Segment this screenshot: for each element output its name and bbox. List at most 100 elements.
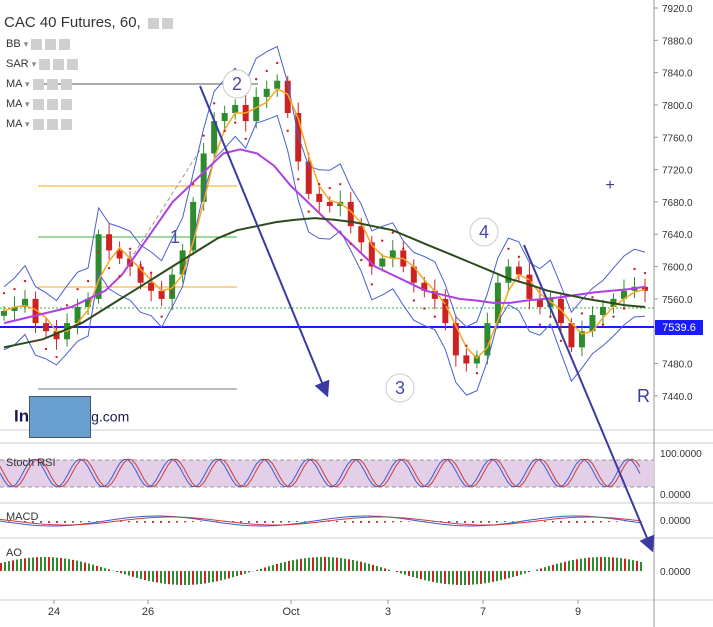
ao-bar: [288, 560, 290, 571]
sar-dot: [76, 287, 79, 291]
eye-icon[interactable]: [32, 98, 44, 110]
macd-bar: [512, 521, 514, 522]
eye-icon[interactable]: [32, 78, 44, 90]
close-icon[interactable]: [67, 58, 79, 70]
candle: [410, 266, 417, 283]
indicator-bb[interactable]: BB ▾: [6, 38, 71, 50]
indicator-ma[interactable]: MA ▾: [6, 118, 72, 130]
ao-bar: [380, 567, 382, 572]
candle: [305, 161, 312, 194]
macd-bar: [560, 521, 562, 523]
sar-dot: [402, 247, 405, 250]
candle: [148, 282, 155, 291]
candle: [568, 323, 575, 348]
ao-bar: [340, 558, 342, 571]
macd-bar: [608, 521, 610, 523]
close-icon[interactable]: [60, 118, 72, 130]
candle: [442, 298, 449, 324]
sar-dot: [191, 182, 195, 186]
indicator-sar[interactable]: SAR ▾: [6, 58, 79, 70]
eye-icon[interactable]: [32, 118, 44, 130]
macd-bar: [616, 521, 618, 522]
sar-dot: [475, 372, 479, 375]
sar-dot: [496, 299, 500, 302]
panel-label-stoch: Stoch RSI: [6, 457, 56, 469]
close-icon[interactable]: [60, 98, 72, 110]
candle: [421, 282, 428, 291]
macd-bar: [544, 521, 546, 523]
candle: [473, 355, 480, 364]
ao-bar: [32, 557, 34, 572]
sar-dot: [13, 287, 16, 291]
ao-bar: [452, 571, 454, 585]
sar-dot: [559, 339, 563, 343]
macd-bar: [448, 521, 450, 523]
ao-bar: [240, 571, 242, 575]
close-icon[interactable]: [60, 78, 72, 90]
close-icon[interactable]: [59, 38, 71, 50]
ao-bar: [268, 566, 270, 572]
macd-tick: 0.0000: [660, 516, 691, 527]
panel-label-macd: MACD: [6, 511, 38, 523]
ao-bar: [628, 559, 630, 571]
x-tick-label: 7: [480, 606, 486, 618]
eye-icon[interactable]: [147, 17, 159, 29]
sar-dot: [107, 266, 111, 270]
ao-bar: [428, 571, 430, 582]
gear-icon[interactable]: [53, 58, 65, 70]
ao-bar: [84, 562, 86, 572]
candle: [263, 88, 270, 97]
macd-bar: [304, 521, 306, 522]
candle: [53, 331, 60, 340]
candle: [190, 201, 197, 251]
ao-bar: [248, 571, 250, 573]
sar-dot: [202, 134, 205, 137]
ao-bar: [444, 571, 446, 584]
eye-icon[interactable]: [39, 58, 51, 70]
ao-bar: [368, 563, 370, 572]
indicator-ma[interactable]: MA ▾: [6, 78, 72, 90]
ao-bar: [156, 571, 158, 583]
ao-bar: [460, 571, 462, 585]
gear-icon[interactable]: [46, 78, 58, 90]
eye-icon[interactable]: [31, 38, 43, 50]
ao-bar: [592, 557, 594, 572]
ao-bar: [396, 571, 398, 573]
indicator-label: MA: [6, 78, 22, 90]
wave-label-2: 2: [232, 74, 242, 94]
y-tick-label: 7640.0: [662, 230, 693, 241]
candle: [137, 266, 144, 283]
ao-bar: [184, 571, 186, 585]
ao-bar: [536, 569, 538, 571]
macd-bar: [600, 521, 602, 523]
candle: [284, 80, 291, 114]
macd-bar: [408, 521, 410, 522]
ao-bar: [196, 571, 198, 585]
gear-icon[interactable]: [46, 118, 58, 130]
y-axis: 7920.0 7880.0 7840.0 7800.0 7760.0 7720.0 7680…: [654, 4, 693, 403]
ao-bar: [488, 571, 490, 583]
macd-line: [0, 515, 641, 527]
ao-bar: [364, 562, 366, 571]
indicator-ma[interactable]: MA ▾: [6, 98, 72, 110]
ao-bar: [456, 571, 458, 585]
ao-bar: [424, 571, 426, 581]
macd-bar: [496, 521, 498, 523]
y-tick-label: 7800.0: [662, 101, 693, 112]
ao-bar: [96, 565, 98, 571]
stoch-d-line: [0, 458, 641, 488]
ao-bar: [492, 571, 494, 582]
ao-bar: [528, 571, 530, 573]
gear-icon[interactable]: [45, 38, 57, 50]
stoch-band: [0, 460, 654, 487]
ao-bar: [416, 571, 418, 579]
ao-bar: [52, 557, 54, 571]
gear-icon[interactable]: [46, 98, 58, 110]
macd-bar: [480, 521, 482, 523]
candle: [620, 290, 627, 299]
gear-icon[interactable]: [161, 17, 173, 29]
ao-bar: [284, 561, 286, 572]
ao-bar: [572, 560, 574, 572]
macd-bar: [80, 521, 82, 523]
